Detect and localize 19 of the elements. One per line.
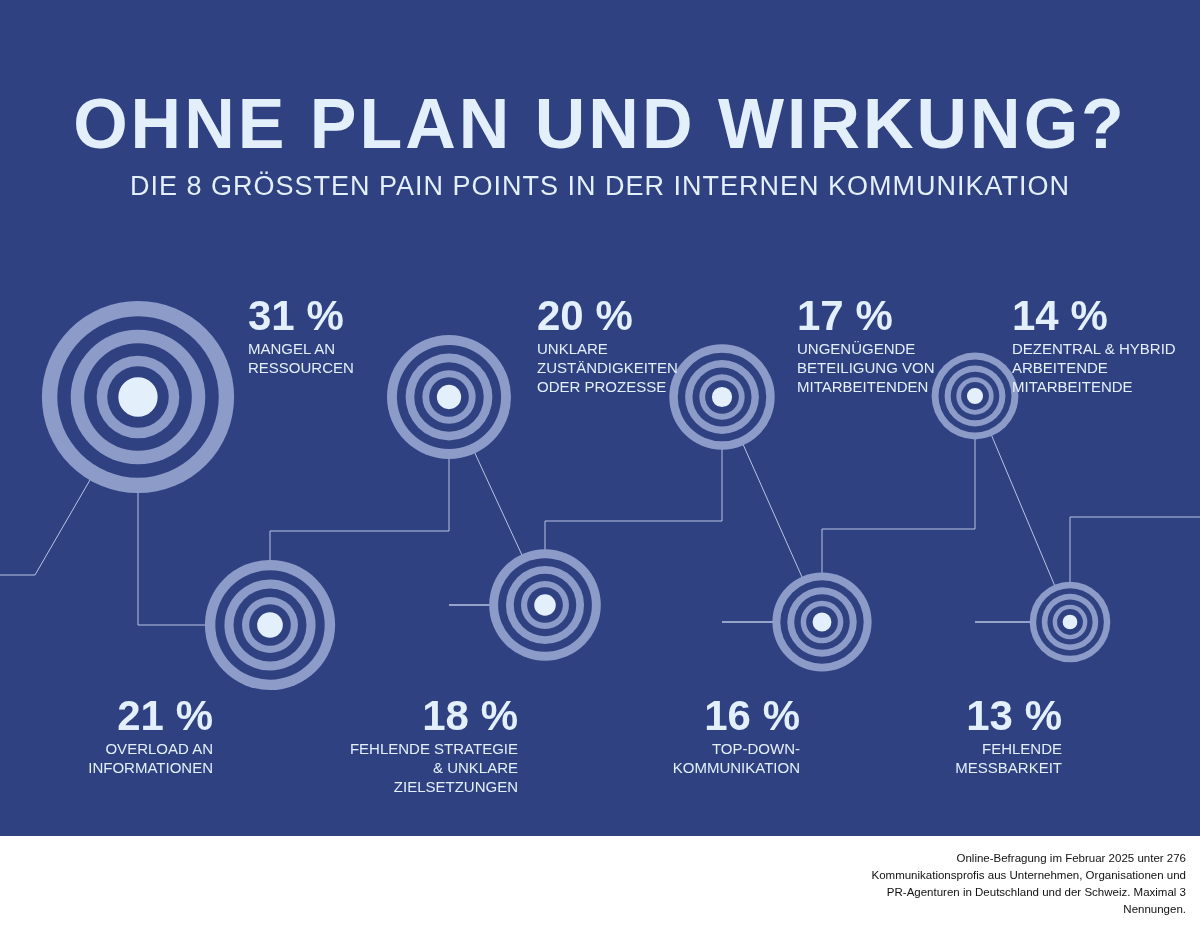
data-label: 16 %	[704, 692, 800, 739]
text: DIE 8 GRÖSSTEN PAIN POINTS IN DER INTERNEN KOMMUNIKATION	[129, 171, 1071, 201]
text: Online-Befragung im Februar 2025 unter 276 Kommunikationsprofis aus Unternehmen, Organisationen und PR-Agenturen in Deutschland und der Schweiz. Maximal 3 Nennungen.	[871, 852, 1186, 915]
category-label: DEZENTRAL & HYBRID ARBEITENDE MITARBEITENDE	[1012, 340, 1176, 395]
category-label: OVERLOAD AN INFORMATIONEN	[88, 740, 213, 776]
data-label: 13 %	[966, 692, 1062, 739]
data-label: 21 %	[117, 692, 213, 739]
category-label: FEHLENDE STRATEGIE & UNKLARE ZIELSETZUNGEN	[349, 740, 518, 795]
category-label: UNKLARE ZUSTÄNDIGKEITEN ODER PROZESSE	[537, 340, 678, 395]
data-label: 14 %	[1012, 292, 1108, 339]
category-label: UNGENÜGENDE BETEILIGUNG VON MITARBEITENDEN	[797, 340, 935, 395]
category-label: TOP-DOWN- KOMMUNIKATION	[672, 740, 800, 776]
data-label: 18 %	[422, 692, 518, 739]
data-label: 31 %	[248, 292, 344, 339]
category-label: FEHLENDE MESSBARKEIT	[955, 740, 1062, 776]
text: OHNE PLAN UND WIRKUNG?	[73, 85, 1127, 163]
category-label: MANGEL AN RESSOURCEN	[248, 340, 354, 376]
data-label: 17 %	[797, 292, 893, 339]
data-label: 20 %	[537, 292, 633, 339]
